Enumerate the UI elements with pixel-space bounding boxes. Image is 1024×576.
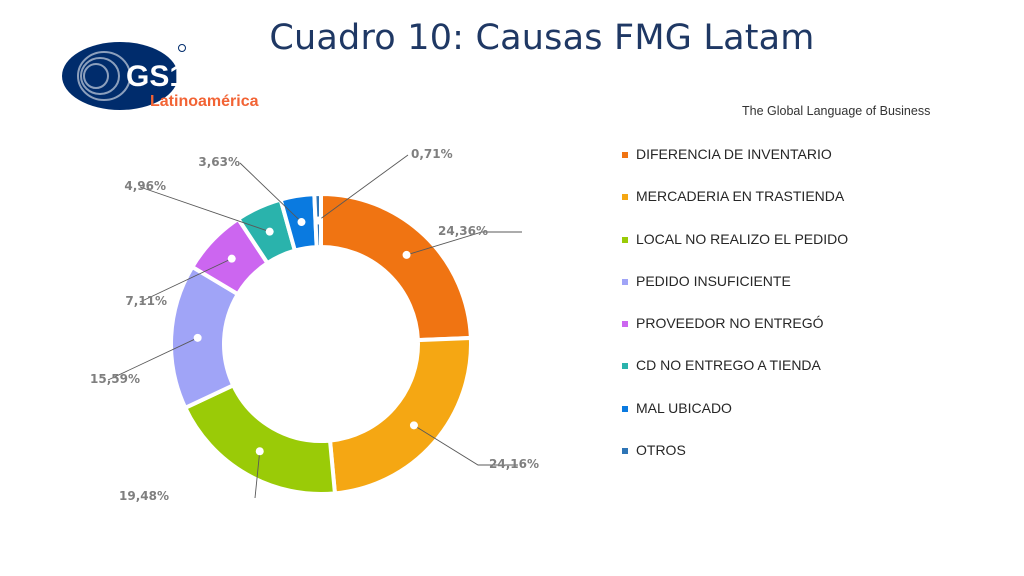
label-anchor-dot bbox=[193, 333, 202, 342]
data-label: 24,36% bbox=[438, 224, 488, 238]
leader-line bbox=[139, 186, 270, 233]
legend-swatch bbox=[622, 363, 628, 370]
legend-item: MERCADERIA EN TRASTIENDA bbox=[622, 188, 848, 230]
leader-line bbox=[107, 337, 198, 381]
legend-swatch bbox=[622, 152, 628, 158]
label-anchor-dot bbox=[297, 218, 306, 227]
svg-text:GS1: GS1 bbox=[126, 60, 186, 93]
label-anchor-dot bbox=[409, 421, 418, 430]
data-labels: 24,36% 24,16% 19,48% 15,59% 7,11% 4,96% 3,63% 0… bbox=[90, 147, 539, 503]
chart-legend: DIFERENCIA DE INVENTARIO MERCADERIA EN TR… bbox=[622, 146, 848, 484]
data-label: 7,11% bbox=[125, 294, 167, 308]
legend-item: DIFERENCIA DE INVENTARIO bbox=[622, 146, 848, 188]
legend-label: DIFERENCIA DE INVENTARIO bbox=[636, 146, 832, 162]
data-label: 4,96% bbox=[124, 179, 166, 193]
legend-swatch bbox=[622, 194, 628, 201]
donut-slice bbox=[319, 191, 473, 343]
label-anchor-dot bbox=[255, 447, 264, 456]
gs1-logo: GS1 bbox=[62, 42, 186, 110]
legend-label: OTROS bbox=[636, 442, 686, 459]
data-label: 15,59% bbox=[90, 372, 140, 386]
legend-item: MAL UBICADO bbox=[622, 400, 848, 442]
legend-item: PROVEEDOR NO ENTREGÓ bbox=[622, 315, 848, 357]
logo-subtitle: Latinoamérica bbox=[150, 93, 259, 110]
leader-line bbox=[406, 231, 522, 256]
leader-lines bbox=[107, 154, 522, 499]
legend-swatch bbox=[622, 278, 628, 285]
legend-swatch bbox=[622, 236, 628, 243]
data-label: 0,71% bbox=[411, 147, 453, 161]
leader-line bbox=[239, 162, 302, 223]
leader-line bbox=[139, 258, 232, 303]
legend-label: PEDIDO INSUFICIENTE bbox=[636, 272, 791, 289]
legend-swatch bbox=[622, 321, 628, 328]
leader-line bbox=[413, 424, 518, 466]
donut-slices bbox=[169, 191, 473, 496]
legend-label: MERCADERIA EN TRASTIENDA bbox=[636, 188, 845, 205]
legend-label: PROVEEDOR NO ENTREGÓ bbox=[636, 315, 824, 332]
legend-swatch bbox=[622, 448, 628, 455]
legend-label: LOCAL NO REALIZO EL PEDIDO bbox=[636, 230, 849, 247]
page-title: Cuadro 10: Causas FMG Latam bbox=[269, 18, 815, 58]
legend-item: PEDIDO INSUFICIENTE bbox=[622, 273, 848, 315]
legend-item: OTROS bbox=[622, 442, 848, 484]
label-anchor-dot bbox=[265, 227, 274, 236]
legend-label: MAL UBICADO bbox=[636, 399, 732, 416]
legend-swatch bbox=[622, 405, 628, 412]
legend-label: CD NO ENTREGO A TIENDA bbox=[636, 357, 821, 374]
title-area: Cuadro 10: Causas FMG Latam bbox=[0, 0, 1024, 70]
data-label: 24,16% bbox=[489, 457, 539, 471]
donut-slice bbox=[182, 382, 338, 496]
label-anchor-dot bbox=[314, 216, 323, 225]
tagline: The Global Language of Business bbox=[742, 104, 931, 118]
leader-line bbox=[254, 451, 261, 499]
data-label: 3,63% bbox=[198, 155, 240, 169]
leader-line bbox=[317, 154, 409, 221]
label-anchor-dot bbox=[402, 250, 411, 259]
label-anchor-dot bbox=[227, 254, 236, 263]
data-label: 19,48% bbox=[119, 489, 169, 503]
legend-item: LOCAL NO REALIZO EL PEDIDO bbox=[622, 231, 848, 273]
legend-item: CD NO ENTREGO A TIENDA bbox=[622, 357, 848, 399]
donut-slice bbox=[327, 335, 473, 496]
